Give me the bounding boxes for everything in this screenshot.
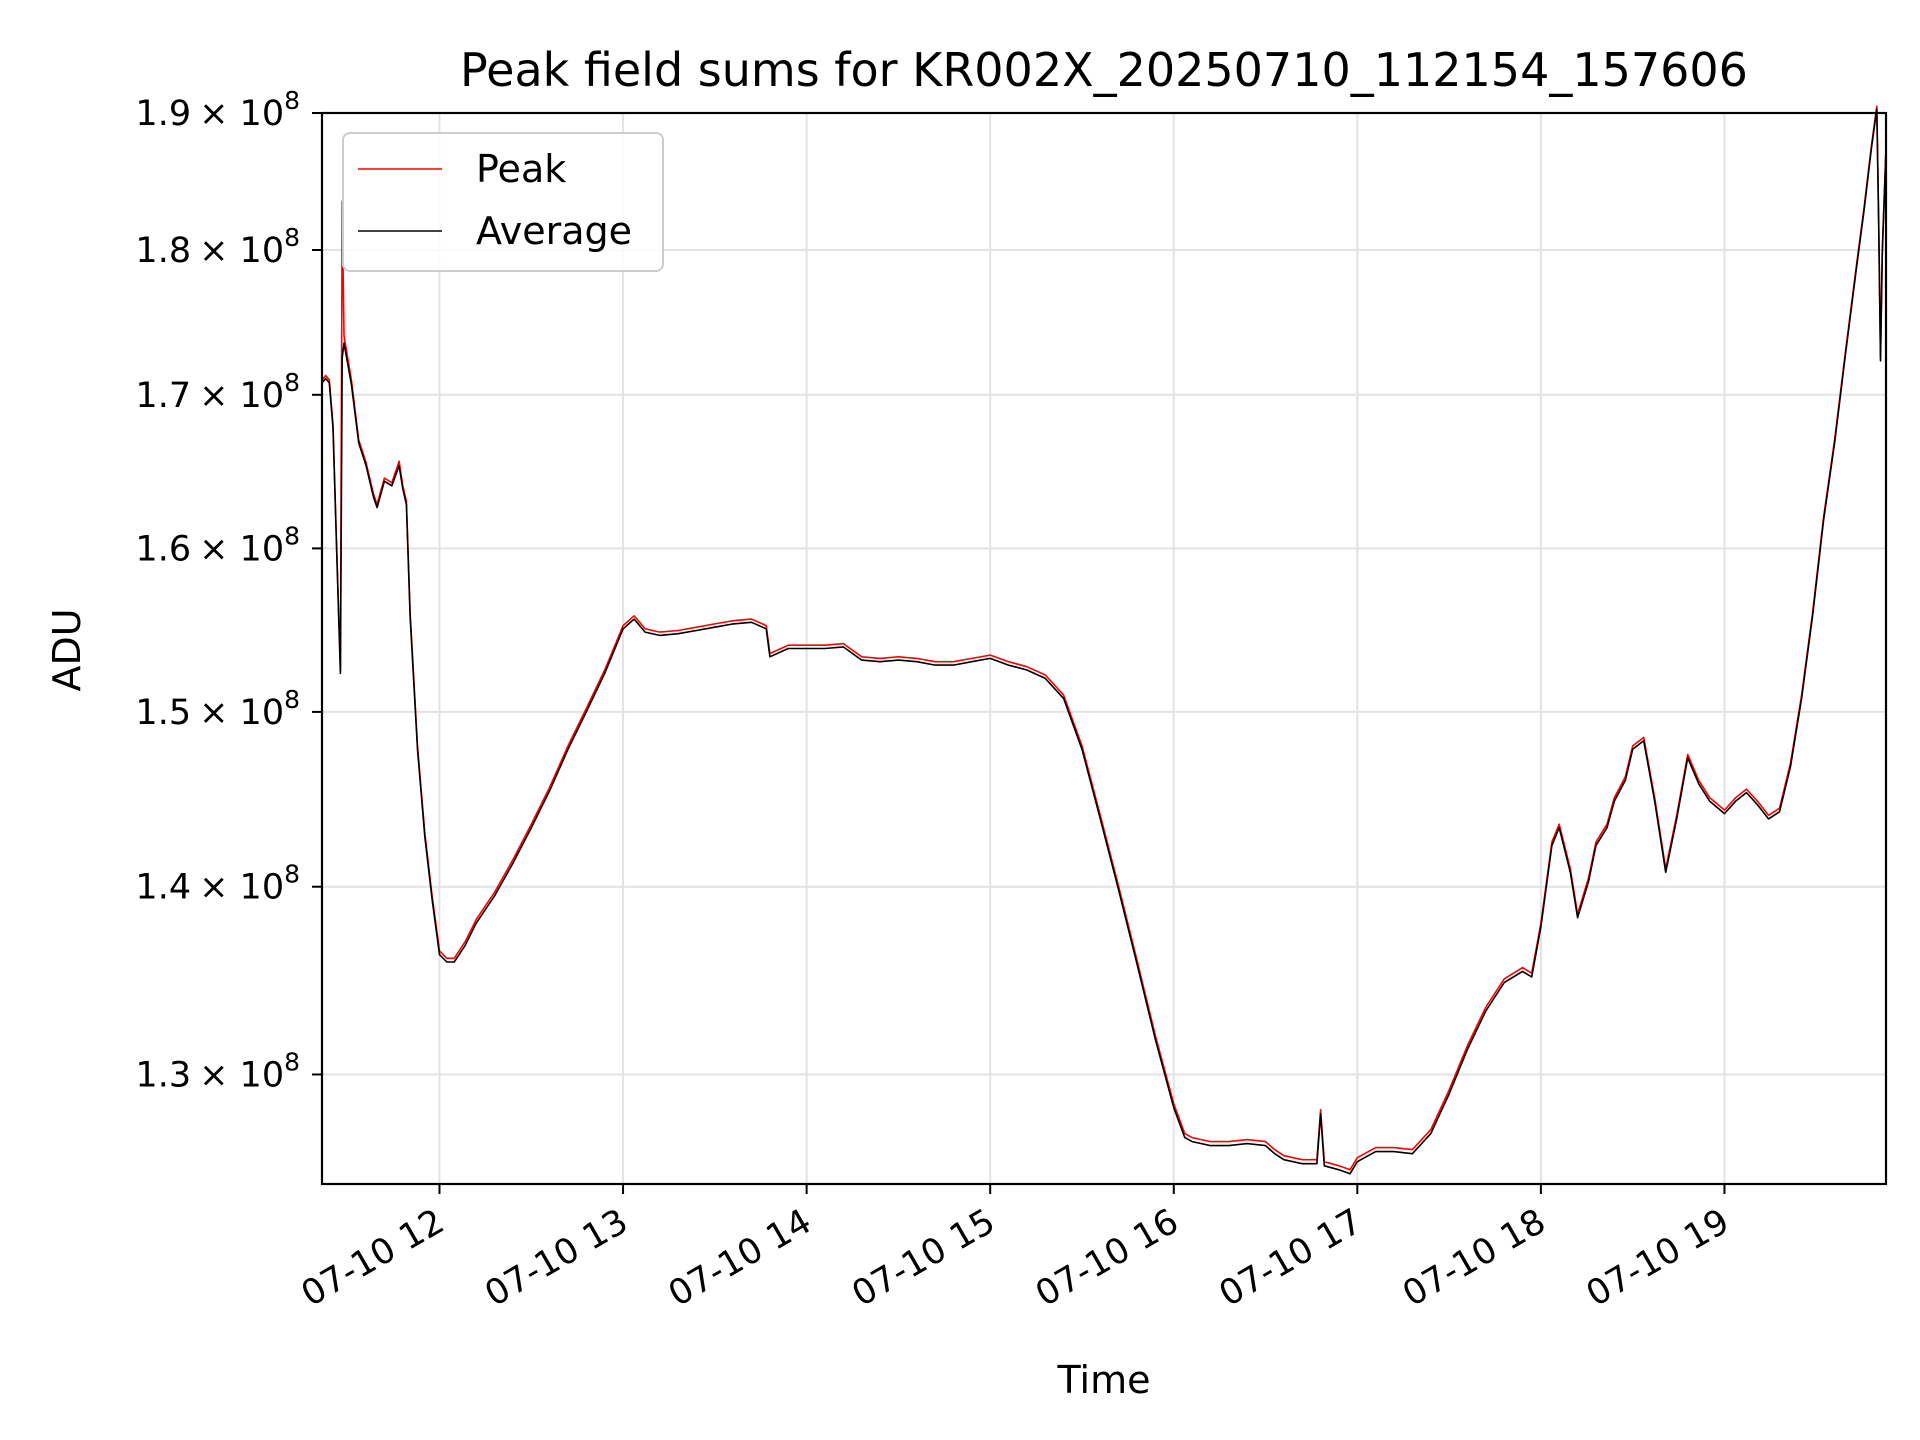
- legend-label-average: Average: [476, 209, 632, 253]
- y-tick-mantissa: 1.6: [135, 529, 191, 569]
- legend: Peak Average: [342, 132, 664, 272]
- y-tick-label: 1.3 × 108: [135, 1047, 300, 1095]
- y-tick-exponent: 8: [284, 1047, 300, 1076]
- legend-box: [342, 132, 664, 272]
- y-tick-base: × 10: [199, 1055, 284, 1095]
- y-tick-base: × 10: [199, 231, 284, 271]
- legend-label-peak: Peak: [476, 147, 566, 191]
- y-tick-mantissa: 1.5: [135, 693, 191, 733]
- y-tick-exponent: 8: [284, 521, 300, 550]
- y-tick-exponent: 8: [284, 368, 300, 397]
- x-axis-label: Time: [1057, 1358, 1151, 1402]
- y-tick-base: × 10: [199, 529, 284, 569]
- y-tick-label: 1.7 × 108: [135, 368, 300, 416]
- y-tick-mantissa: 1.7: [135, 376, 191, 416]
- y-tick-exponent: 8: [284, 860, 300, 889]
- y-tick-exponent: 8: [284, 685, 300, 714]
- series-line-average: [321, 108, 1887, 1175]
- plot-frame: [320, 111, 1888, 1186]
- y-tick-mantissa: 1.8: [135, 231, 191, 271]
- y-tick-label: 1.5 × 108: [135, 685, 300, 733]
- chart-title: Peak field sums for KR002X_20250710_1121…: [460, 43, 1748, 97]
- plot-area: [321, 105, 1887, 1175]
- y-tick-base: × 10: [199, 376, 284, 416]
- y-tick-exponent: 8: [284, 86, 300, 115]
- y-tick-mantissa: 1.9: [135, 94, 191, 134]
- y-axis-label: ADU: [45, 608, 89, 691]
- y-tick-base: × 10: [199, 693, 284, 733]
- y-tick-label: 1.8 × 108: [135, 223, 300, 271]
- y-tick-mantissa: 1.4: [135, 868, 191, 908]
- y-tick-exponent: 8: [284, 223, 300, 252]
- y-tick-label: 1.9 × 108: [135, 86, 300, 134]
- y-tick-base: × 10: [199, 94, 284, 134]
- y-tick-mantissa: 1.3: [135, 1055, 191, 1095]
- y-tick-label: 1.6 × 108: [135, 521, 300, 569]
- y-tick-label: 1.4 × 108: [135, 860, 300, 908]
- y-tick-base: × 10: [199, 868, 284, 908]
